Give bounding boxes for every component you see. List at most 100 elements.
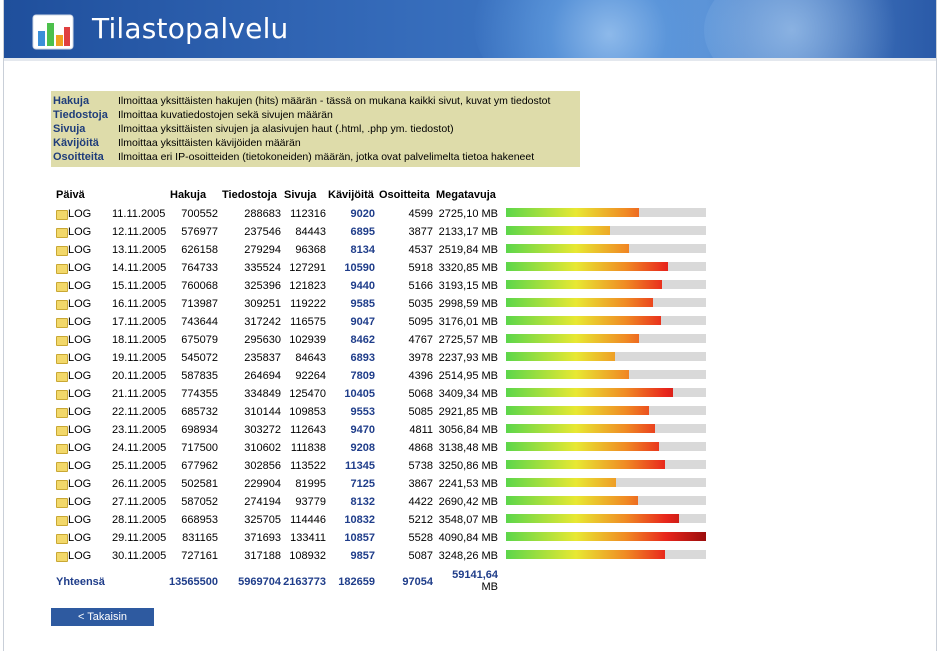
cell-date: 24.11.2005 bbox=[112, 442, 167, 454]
back-button[interactable]: < Takaisin bbox=[51, 608, 154, 626]
cell-megatavuja: 2519,84 MB bbox=[438, 244, 498, 256]
cell-megatavuja: 2725,57 MB bbox=[438, 334, 498, 346]
cell-osoitteita: 5918 bbox=[408, 262, 433, 274]
log-link[interactable]: LOG bbox=[68, 514, 92, 526]
legend-desc: Ilmoittaa kuvatiedostojen sekä sivujen m… bbox=[118, 109, 333, 121]
log-link[interactable]: LOG bbox=[68, 496, 92, 508]
cell-kavijoita: 9470 bbox=[350, 424, 375, 436]
folder-icon bbox=[56, 480, 68, 490]
cell-hakuja: 675079 bbox=[181, 334, 218, 346]
folder-icon bbox=[56, 300, 68, 310]
folder-icon bbox=[56, 516, 68, 526]
cell-sivuja: 111838 bbox=[290, 442, 326, 454]
log-link[interactable]: LOG bbox=[68, 244, 92, 256]
folder-icon bbox=[56, 228, 68, 238]
cell-kavijoita: 9553 bbox=[350, 406, 375, 418]
cell-megatavuja: 3548,07 MB bbox=[438, 514, 498, 526]
log-link[interactable]: LOG bbox=[68, 208, 92, 220]
log-link[interactable]: LOG bbox=[68, 352, 92, 364]
usage-bar-fill bbox=[506, 352, 615, 361]
cell-date: 18.11.2005 bbox=[112, 334, 167, 346]
usage-bar-fill bbox=[506, 262, 668, 271]
log-link[interactable]: LOG bbox=[68, 280, 92, 292]
usage-bar-track bbox=[506, 550, 706, 559]
total-kavijoita: 182659 bbox=[338, 576, 375, 588]
log-link[interactable]: LOG bbox=[68, 460, 92, 472]
folder-icon bbox=[56, 534, 68, 544]
log-link[interactable]: LOG bbox=[68, 424, 92, 436]
cell-tiedostoja: 274194 bbox=[244, 496, 281, 508]
cell-hakuja: 774355 bbox=[181, 388, 218, 400]
cell-hakuja: 760068 bbox=[181, 280, 218, 292]
cell-sivuja: 116575 bbox=[290, 316, 326, 328]
cell-hakuja: 713987 bbox=[181, 298, 218, 310]
log-link[interactable]: LOG bbox=[68, 370, 92, 382]
folder-icon bbox=[56, 552, 68, 562]
cell-kavijoita: 9047 bbox=[350, 316, 375, 328]
legend-term: Kävijöitä bbox=[53, 137, 99, 149]
cell-osoitteita: 4537 bbox=[408, 244, 433, 256]
folder-icon bbox=[56, 354, 68, 364]
cell-date: 13.11.2005 bbox=[112, 244, 167, 256]
log-link[interactable]: LOG bbox=[68, 406, 92, 418]
log-link[interactable]: LOG bbox=[68, 262, 92, 274]
cell-date: 23.11.2005 bbox=[112, 424, 167, 436]
cell-sivuja: 112643 bbox=[290, 424, 326, 436]
cell-sivuja: 108932 bbox=[289, 550, 326, 562]
legend-term: Tiedostoja bbox=[53, 109, 108, 121]
cell-sivuja: 127291 bbox=[289, 262, 326, 274]
col-header-hakuja: Hakuja bbox=[170, 189, 207, 201]
log-link[interactable]: LOG bbox=[68, 334, 92, 346]
cell-kavijoita: 11345 bbox=[345, 460, 375, 472]
cell-date: 29.11.2005 bbox=[112, 532, 167, 544]
log-link[interactable]: LOG bbox=[68, 298, 92, 310]
cell-megatavuja: 3056,84 MB bbox=[438, 424, 498, 436]
log-link[interactable]: LOG bbox=[68, 226, 92, 238]
cell-osoitteita: 3877 bbox=[408, 226, 433, 238]
cell-tiedostoja: 317188 bbox=[244, 550, 281, 562]
cell-tiedostoja: 371693 bbox=[244, 532, 281, 544]
log-link[interactable]: LOG bbox=[68, 478, 92, 490]
cell-date: 27.11.2005 bbox=[112, 496, 167, 508]
log-link[interactable]: LOG bbox=[68, 532, 92, 544]
table-row: LOG 23.11.2005 698934 303272 112643 9470 4811 3… bbox=[56, 423, 716, 441]
folder-icon bbox=[56, 498, 68, 508]
cell-hakuja: 700552 bbox=[181, 208, 218, 220]
table-row: LOG 13.11.2005 626158 279294 96368 8134 4537 25… bbox=[56, 243, 716, 261]
cell-osoitteita: 5087 bbox=[408, 550, 433, 562]
log-link[interactable]: LOG bbox=[68, 316, 92, 328]
cell-date: 19.11.2005 bbox=[112, 352, 167, 364]
usage-bar-track bbox=[506, 478, 706, 487]
total-megatavuja-unit: MB bbox=[481, 581, 499, 593]
usage-bar-fill bbox=[506, 496, 638, 505]
cell-tiedostoja: 295630 bbox=[244, 334, 281, 346]
cell-osoitteita: 5166 bbox=[408, 280, 433, 292]
cell-osoitteita: 5528 bbox=[408, 532, 433, 544]
table-row: LOG 22.11.2005 685732 310144 109853 9553 5085 2… bbox=[56, 405, 716, 423]
cell-kavijoita: 9585 bbox=[350, 298, 375, 310]
cell-sivuja: 81995 bbox=[295, 478, 326, 490]
cell-kavijoita: 7125 bbox=[350, 478, 375, 490]
usage-bar-track bbox=[506, 424, 706, 433]
table-row: LOG 14.11.2005 764733 335524 127291 10590 5918… bbox=[56, 261, 716, 279]
col-header-paiva: Päivä bbox=[56, 189, 85, 201]
cell-sivuja: 133411 bbox=[290, 532, 326, 544]
log-link[interactable]: LOG bbox=[68, 388, 92, 400]
cell-hakuja: 587835 bbox=[181, 370, 218, 382]
cell-date: 11.11.2005 bbox=[112, 208, 166, 220]
cell-sivuja: 114446 bbox=[290, 514, 326, 526]
usage-bar-fill bbox=[506, 442, 659, 451]
usage-bar-fill bbox=[506, 280, 662, 289]
usage-bar-fill bbox=[506, 298, 653, 307]
cell-osoitteita: 3867 bbox=[408, 478, 433, 490]
total-tiedostoja: 5969704 bbox=[238, 576, 281, 588]
totals-label: Yhteensä bbox=[56, 576, 105, 588]
cell-kavijoita: 9857 bbox=[350, 550, 375, 562]
globe-decoration-2 bbox=[704, 0, 924, 58]
cell-date: 26.11.2005 bbox=[112, 478, 167, 490]
usage-bar-fill bbox=[506, 316, 661, 325]
cell-osoitteita: 4868 bbox=[408, 442, 433, 454]
log-link[interactable]: LOG bbox=[68, 442, 92, 454]
log-link[interactable]: LOG bbox=[68, 550, 92, 562]
cell-kavijoita: 6895 bbox=[350, 226, 375, 238]
